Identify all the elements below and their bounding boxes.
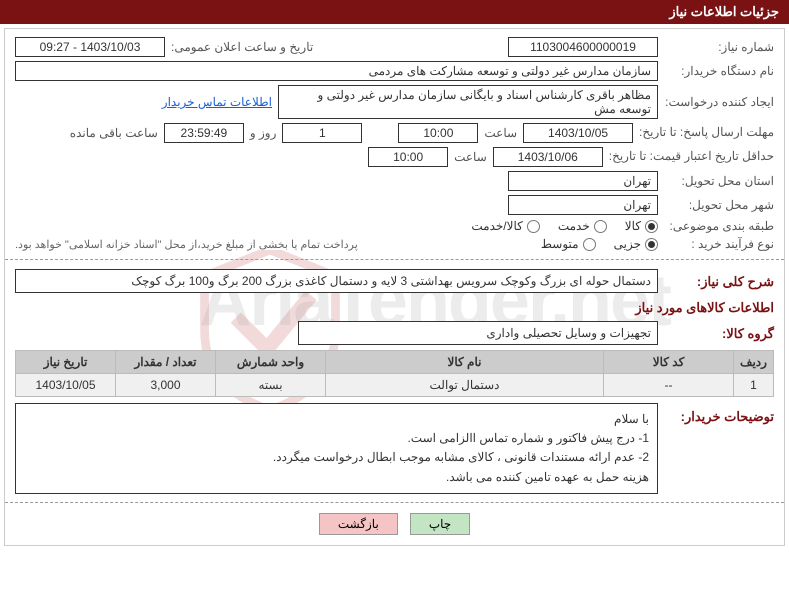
announce-value: 1403/10/03 - 09:27	[15, 37, 165, 57]
deadline-remaining-label: ساعت باقی مانده	[70, 126, 158, 140]
province-value: تهران	[508, 171, 658, 191]
classification-option-1[interactable]: خدمت	[558, 219, 607, 233]
buyer-notes-label: توضیحات خریدار:	[664, 409, 774, 425]
classification-option-2[interactable]: کالا/خدمت	[471, 219, 539, 233]
buyer-note-line-3: هزینه حمل به عهده تامین کننده می باشد.	[24, 468, 649, 487]
buyer-org-label: نام دستگاه خریدار:	[664, 64, 774, 78]
deadline-label: مهلت ارسال پاسخ: تا تاریخ:	[639, 125, 774, 141]
table-header-4: تعداد / مقدار	[116, 351, 216, 374]
classification-radio-2[interactable]	[527, 220, 540, 233]
buyer-contact-link[interactable]: اطلاعات تماس خریدار	[162, 95, 272, 109]
item-group-value: تجهیزات و وسایل تحصیلی واداری	[298, 321, 658, 345]
purchase-type-note: پرداخت تمام یا بخشی از مبلغ خرید،از محل …	[15, 238, 358, 251]
print-button[interactable]: چاپ	[410, 513, 470, 535]
deadline-days: 1	[282, 123, 362, 143]
items-title: اطلاعات کالاهای مورد نیاز	[15, 300, 774, 316]
item-group-label: گروه کالا:	[664, 326, 774, 342]
panel-title: جزئیات اطلاعات نیاز	[669, 4, 779, 19]
classification-label-2: کالا/خدمت	[471, 219, 522, 233]
table-header-1: کد کالا	[604, 351, 734, 374]
province-label: استان محل تحویل:	[664, 174, 774, 188]
table-cell-0-5: 1403/10/05	[16, 374, 116, 397]
announce-label: تاریخ و ساعت اعلان عمومی:	[171, 40, 313, 54]
requester-label: ایجاد کننده درخواست:	[664, 95, 774, 109]
buyer-notes-box: با سلام1- درج پیش فاکتور و شماره تماس اا…	[15, 403, 658, 494]
classification-radio-0[interactable]	[645, 220, 658, 233]
purchase-type-radio-1[interactable]	[583, 238, 596, 251]
table-cell-0-4: 3,000	[116, 374, 216, 397]
need-number-label: شماره نیاز:	[664, 40, 774, 54]
city-label: شهر محل تحویل:	[664, 198, 774, 212]
table-cell-0-1: --	[604, 374, 734, 397]
deadline-days-unit: روز و	[250, 126, 277, 140]
requester-value: مظاهر باقری کارشناس اسناد و بایگانی سازم…	[278, 85, 658, 119]
deadline-time-label: ساعت	[484, 126, 517, 140]
panel-header: جزئیات اطلاعات نیاز	[0, 0, 789, 24]
items-table: ردیفکد کالانام کالاواحد شمارشتعداد / مقد…	[15, 350, 774, 397]
need-desc-label: شرح کلی نیاز:	[664, 274, 774, 290]
deadline-remaining: 23:59:49	[164, 123, 244, 143]
classification-label-0: کالا	[625, 219, 641, 233]
purchase-type-radio-0[interactable]	[645, 238, 658, 251]
purchase-type-group: جزیی متوسط	[541, 237, 658, 251]
buyer-note-line-2: 2- عدم ارائه مستندات قانونی ، کالای مشاب…	[24, 448, 649, 467]
classification-radio-1[interactable]	[594, 220, 607, 233]
validity-time-label: ساعت	[454, 150, 487, 164]
purchase-type-label: نوع فرآیند خرید :	[664, 237, 774, 251]
table-header-3: واحد شمارش	[216, 351, 326, 374]
table-row: 1--دستمال توالتبسته3,0001403/10/05	[16, 374, 774, 397]
validity-date: 1403/10/06	[493, 147, 603, 167]
table-header-2: نام کالا	[326, 351, 604, 374]
button-bar: چاپ بازگشت	[5, 503, 784, 545]
classification-group: کالا خدمت کالا/خدمت	[471, 219, 658, 233]
buyer-note-line-0: با سلام	[24, 410, 649, 429]
deadline-date: 1403/10/05	[523, 123, 633, 143]
table-cell-0-2: دستمال توالت	[326, 374, 604, 397]
classification-label-1: خدمت	[558, 219, 590, 233]
section-items: شرح کلی نیاز: دستمال حوله ای بزرگ وکوچک …	[5, 260, 784, 503]
content-panel: شماره نیاز: 1103004600000019 تاریخ و ساع…	[4, 28, 785, 546]
purchase-type-label-0: جزیی	[614, 237, 641, 251]
need-desc-value: دستمال حوله ای بزرگ وکوچک سرویس بهداشتی …	[15, 269, 658, 293]
purchase-type-label-1: متوسط	[541, 237, 579, 251]
table-cell-0-0: 1	[734, 374, 774, 397]
classification-option-0[interactable]: کالا	[625, 219, 658, 233]
back-button[interactable]: بازگشت	[319, 513, 398, 535]
need-number-value: 1103004600000019	[508, 37, 658, 57]
validity-time: 10:00	[368, 147, 448, 167]
classification-label: طبقه بندی موضوعی:	[664, 219, 774, 233]
validity-label: حداقل تاریخ اعتبار قیمت: تا تاریخ:	[609, 149, 774, 165]
section-info: شماره نیاز: 1103004600000019 تاریخ و ساع…	[5, 29, 784, 260]
purchase-type-option-1[interactable]: متوسط	[541, 237, 596, 251]
deadline-time: 10:00	[398, 123, 478, 143]
table-header-5: تاریخ نیاز	[16, 351, 116, 374]
table-header-0: ردیف	[734, 351, 774, 374]
buyer-org-value: سازمان مدارس غیر دولتی و توسعه مشارکت ها…	[15, 61, 658, 81]
buyer-note-line-1: 1- درج پیش فاکتور و شماره تماس االزامی ا…	[24, 429, 649, 448]
city-value: تهران	[508, 195, 658, 215]
table-cell-0-3: بسته	[216, 374, 326, 397]
purchase-type-option-0[interactable]: جزیی	[614, 237, 658, 251]
